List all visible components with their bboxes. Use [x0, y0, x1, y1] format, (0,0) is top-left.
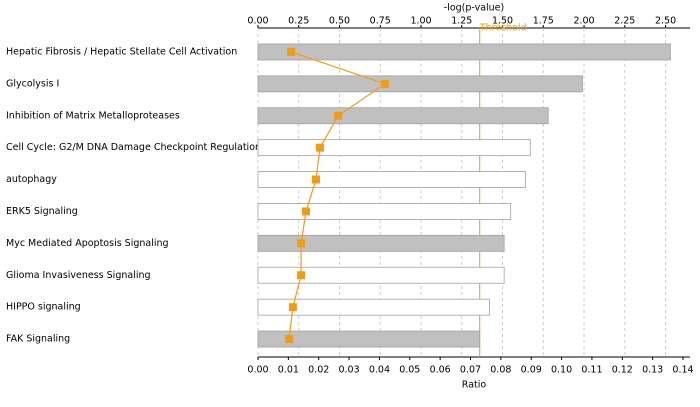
bottom-tick-label: 0.09 — [521, 365, 542, 376]
bottom-tick-label: 0.13 — [642, 365, 663, 376]
bar — [257, 75, 583, 93]
threshold-label: Threshold — [479, 23, 527, 34]
bar — [257, 234, 505, 252]
bottom-tick-label: 0.11 — [581, 365, 602, 376]
top-axis-title: -log(p-value) — [444, 3, 504, 14]
bar — [257, 266, 505, 284]
ratio-marker — [311, 175, 320, 184]
category-label: FAK Signaling — [6, 334, 70, 345]
bottom-tick-label: 0.00 — [247, 365, 268, 376]
bottom-tick-label: 0.04 — [369, 365, 390, 376]
category-label: Myc Mediated Apoptosis Signaling — [6, 238, 169, 249]
top-tick-label: 1.00 — [410, 16, 431, 27]
category-label: Glioma Invasiveness Signaling — [6, 270, 151, 281]
bottom-tick-label: 0.08 — [490, 365, 511, 376]
bottom-tick-label: 0.14 — [672, 365, 693, 376]
category-label: ERK5 Signaling — [6, 206, 78, 217]
ratio-marker — [297, 239, 306, 248]
ratio-marker — [315, 143, 324, 152]
top-tick-label: 2.25 — [614, 16, 635, 27]
top-tick-label: 1.75 — [533, 16, 554, 27]
bottom-tick-label: 0.10 — [551, 365, 572, 376]
top-tick-label: 0.50 — [329, 16, 350, 27]
bottom-tick-label: 0.05 — [399, 365, 420, 376]
ratio-marker — [287, 47, 296, 56]
top-tick-label: 0.00 — [247, 16, 268, 27]
bottom-tick-label: 0.12 — [612, 365, 633, 376]
bottom-tick-label: 0.06 — [430, 365, 451, 376]
category-label: HIPPO signaling — [6, 302, 81, 313]
ratio-marker — [288, 303, 297, 312]
bar — [257, 139, 531, 157]
bottom-tick-label: 0.01 — [278, 365, 299, 376]
top-tick-label: 0.25 — [288, 16, 309, 27]
bar — [257, 43, 671, 61]
bottom-tick-label: 0.07 — [460, 365, 481, 376]
ratio-marker — [380, 79, 389, 88]
top-tick-label: 2.00 — [573, 16, 594, 27]
category-label: Inhibition of Matrix Metalloproteases — [6, 110, 180, 121]
bottom-axis-title: Ratio — [462, 380, 487, 391]
top-tick-label: 1.25 — [451, 16, 472, 27]
bar — [257, 330, 481, 348]
ratio-line — [288, 51, 387, 340]
top-tick-label: 1.50 — [492, 16, 513, 27]
top-tick-label: 0.75 — [370, 16, 391, 27]
bottom-tick-label: 0.02 — [308, 365, 329, 376]
bar — [257, 203, 512, 220]
bar — [257, 107, 549, 125]
bar — [257, 298, 490, 316]
ratio-marker — [284, 335, 293, 344]
bar — [257, 171, 526, 188]
ratio-marker — [297, 271, 306, 280]
category-label: autophagy — [6, 174, 57, 185]
ratio-marker — [301, 207, 310, 216]
category-label: Cell Cycle: G2/M DNA Damage Checkpoint R… — [6, 142, 261, 153]
top-tick-label: 2.50 — [655, 16, 676, 27]
category-label: Glycolysis I — [6, 78, 59, 89]
category-label: Hepatic Fibrosis / Hepatic Stellate Cell… — [6, 46, 237, 57]
ratio-marker — [334, 111, 343, 120]
bottom-tick-label: 0.03 — [338, 365, 359, 376]
